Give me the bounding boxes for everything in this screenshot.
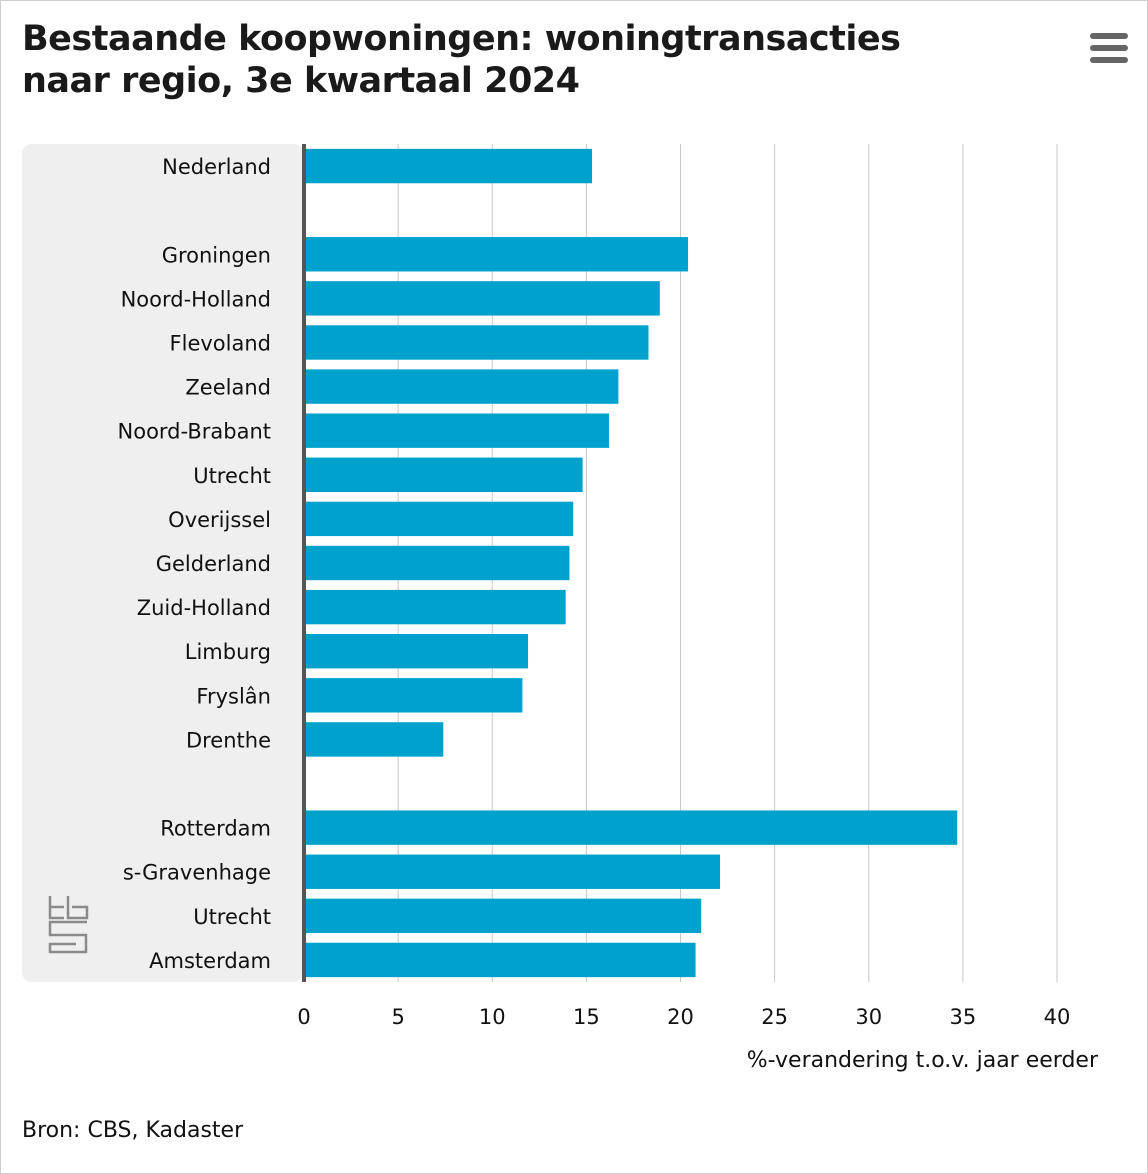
source-note: Bron: CBS, Kadaster xyxy=(22,1118,244,1143)
bar xyxy=(304,810,958,845)
bar xyxy=(304,545,570,581)
bar xyxy=(304,898,702,934)
category-label: Overijssel xyxy=(168,508,271,532)
category-label: Drenthe xyxy=(186,728,271,752)
bars xyxy=(304,148,958,978)
bar xyxy=(304,413,609,448)
bar xyxy=(304,325,649,360)
category-label: Rotterdam xyxy=(160,817,271,841)
bar xyxy=(304,854,721,889)
bar xyxy=(304,281,660,316)
category-label: Groningen xyxy=(162,243,271,267)
bar xyxy=(304,148,593,184)
x-tick-label: 20 xyxy=(667,1005,694,1029)
x-tick-label: 40 xyxy=(1044,1005,1071,1029)
x-axis-title: %-verandering t.o.v. jaar eerder xyxy=(747,1048,1099,1073)
bar xyxy=(304,634,529,669)
category-label: Noord-Brabant xyxy=(118,420,271,444)
bar xyxy=(304,369,619,404)
bar xyxy=(304,501,574,537)
bar xyxy=(304,942,696,978)
category-label: Fryslân xyxy=(196,684,271,708)
label-panel xyxy=(22,144,304,982)
category-labels: Nederland Groningen Noord-Holland Flevoland… xyxy=(118,155,271,973)
category-label: Utrecht xyxy=(193,905,271,929)
x-tick-label: 0 xyxy=(297,1005,310,1029)
bar xyxy=(304,678,523,713)
bar xyxy=(304,722,444,757)
category-label: Zeeland xyxy=(185,376,271,400)
chart-title: Bestaande koopwoningen: woningtransactie… xyxy=(22,18,1022,102)
chart-title-line-2: naar regio, 3e kwartaal 2024 xyxy=(22,61,580,101)
category-label: Flevoland xyxy=(170,331,271,355)
category-label: Noord-Holland xyxy=(121,287,271,311)
x-tick-label: 30 xyxy=(855,1005,882,1029)
category-label: Limburg xyxy=(185,640,271,664)
x-tick-label: 25 xyxy=(761,1005,788,1029)
category-label: Gelderland xyxy=(156,552,271,576)
category-label: s-Gravenhage xyxy=(123,861,271,885)
x-tick-label: 15 xyxy=(573,1005,600,1029)
cbs-logo-icon xyxy=(48,896,89,954)
category-label: Utrecht xyxy=(193,464,271,488)
chart-title-line-1: Bestaande koopwoningen: woningtransactie… xyxy=(22,19,901,59)
bar xyxy=(304,457,583,492)
bar xyxy=(304,589,566,625)
x-tick-label: 35 xyxy=(950,1005,977,1029)
hamburger-menu-icon[interactable] xyxy=(1090,33,1128,63)
x-tick-label: 5 xyxy=(391,1005,404,1029)
category-label: Zuid-Holland xyxy=(137,596,271,620)
category-label: Amsterdam xyxy=(149,949,271,973)
x-tick-label: 10 xyxy=(479,1005,506,1029)
category-label: Nederland xyxy=(162,155,271,179)
bar xyxy=(304,237,689,272)
x-axis-ticks: 0 5 10 15 20 25 30 35 40 xyxy=(297,1005,1070,1029)
